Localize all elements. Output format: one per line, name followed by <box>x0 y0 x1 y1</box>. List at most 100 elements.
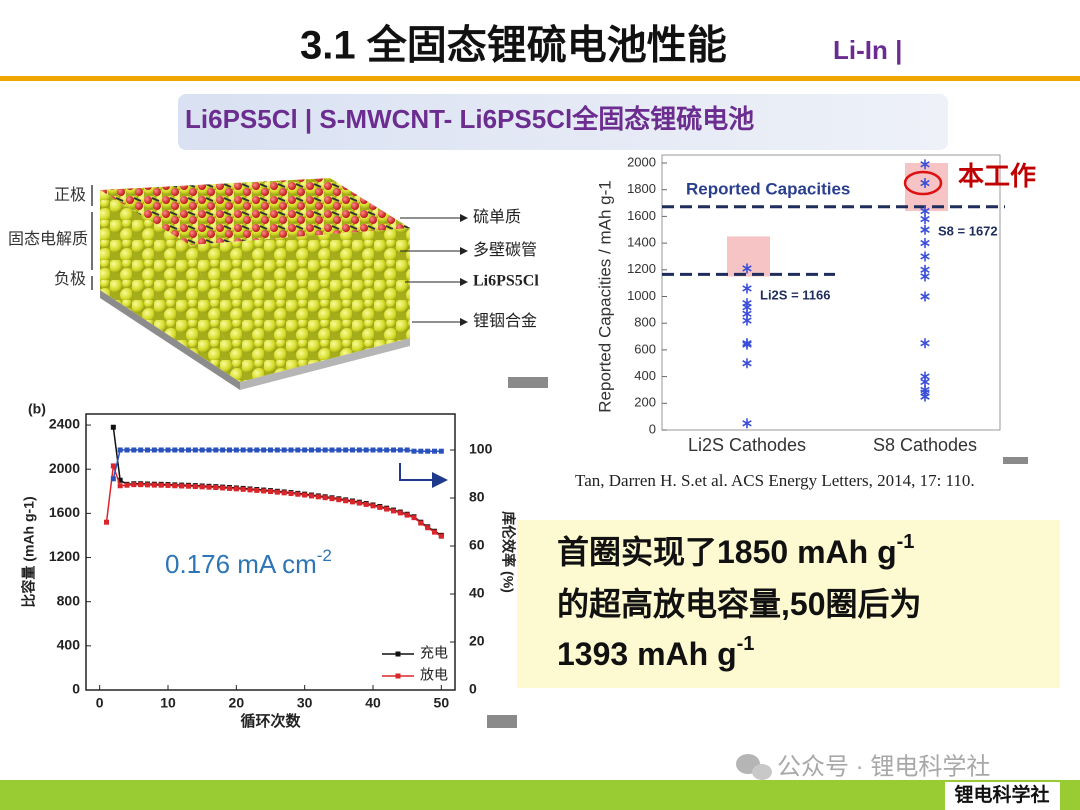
series-marker <box>145 447 150 453</box>
component-label: 硫单质 <box>473 208 521 226</box>
battery-diagram: 正极 固态电解质 负极 硫单质 多壁碳管 Li6PS5Cl 锂铟合金 <box>8 178 539 390</box>
series-marker <box>165 447 171 453</box>
series-marker <box>350 447 355 453</box>
slab-left <box>100 190 240 382</box>
y2-tick-label: 0 <box>469 681 477 697</box>
series-marker <box>186 447 191 453</box>
annotation: 0.176 mA cm-2 <box>165 546 332 578</box>
series-marker <box>343 498 349 504</box>
series-marker <box>172 483 178 489</box>
layer-label: 负极 <box>54 270 86 288</box>
y-tick-label: 1200 <box>49 548 80 564</box>
point <box>742 418 752 429</box>
series-marker <box>192 447 198 453</box>
point-stroke <box>742 303 752 311</box>
series-marker <box>411 515 417 521</box>
annotation-text: 0.176 mA cm <box>165 549 317 579</box>
y-tick-label: 2400 <box>49 416 80 432</box>
series-marker <box>247 447 253 453</box>
point-stroke <box>920 293 930 300</box>
series-marker <box>377 447 383 453</box>
legend-marker <box>395 651 401 657</box>
legend-label: 充电 <box>420 645 448 661</box>
panel-label: (b) <box>28 401 46 417</box>
shaded-range <box>905 163 948 212</box>
legend-marker <box>395 673 401 679</box>
series-marker <box>117 483 123 489</box>
subtitle-box <box>178 94 948 150</box>
series-marker <box>199 447 205 453</box>
series-marker <box>404 447 410 453</box>
series-marker <box>110 424 116 430</box>
series-marker <box>274 447 280 453</box>
title-rule <box>0 76 1080 81</box>
series-marker <box>309 493 314 499</box>
slab-front <box>190 228 410 382</box>
series-marker <box>302 492 308 498</box>
series-marker <box>281 447 287 453</box>
y-tick-label: 0 <box>72 681 80 697</box>
series-marker <box>268 489 273 495</box>
series-marker <box>432 448 437 454</box>
series-marker <box>158 447 164 453</box>
point <box>920 224 930 235</box>
series-marker <box>254 447 260 453</box>
series-marker <box>309 447 314 453</box>
series-marker <box>377 504 383 510</box>
plot-frame <box>85 413 456 691</box>
highlight-label: 本工作 <box>958 161 1036 191</box>
y-axis-label: Reported Capacities / mAh g-1 <box>595 180 614 412</box>
series-marker <box>172 447 178 453</box>
point-stroke <box>742 285 752 292</box>
point <box>920 251 930 262</box>
point-stroke <box>920 373 930 380</box>
y-tick-label: 1600 <box>627 208 656 223</box>
point-stroke <box>742 317 752 324</box>
series-marker <box>179 447 185 453</box>
y-tick-label: 400 <box>634 368 656 383</box>
series-marker <box>363 501 369 507</box>
series-marker <box>179 483 185 489</box>
point <box>742 339 752 350</box>
series-marker <box>350 499 355 505</box>
highlight-sup: -1 <box>897 531 915 553</box>
series-marker <box>220 447 226 453</box>
point <box>920 338 930 349</box>
plot-frame <box>661 154 1001 431</box>
series-marker <box>138 482 144 488</box>
x-tick-label: 30 <box>297 695 313 711</box>
placeholder-bar <box>508 377 548 388</box>
box-title: Reported Capacities <box>686 179 850 198</box>
y-tick-label: 800 <box>57 592 81 608</box>
shaded-range <box>727 236 770 277</box>
highlight-line: 的超高放电容量,50圈后为 <box>557 586 922 622</box>
series-marker <box>432 529 437 535</box>
highlight-line: 1393 mAh g-1 <box>557 633 754 672</box>
series-marker <box>418 448 424 454</box>
point-stroke <box>920 273 930 280</box>
y2-tick-label: 100 <box>469 441 493 457</box>
series-marker <box>213 447 219 453</box>
component-label: 多壁碳管 <box>473 240 537 259</box>
series-marker <box>186 483 191 489</box>
series-marker <box>247 487 253 493</box>
series-marker <box>165 482 171 488</box>
series-marker <box>329 496 335 502</box>
series-marker <box>411 448 417 454</box>
series-marker <box>240 447 246 453</box>
series-marker <box>384 506 390 512</box>
highlight-sup: -1 <box>737 633 755 655</box>
point <box>920 214 930 225</box>
x-tick-label: 0 <box>96 695 104 711</box>
point-stroke <box>920 215 930 223</box>
series-marker <box>288 490 294 496</box>
point-stroke <box>742 341 752 348</box>
point-stroke <box>920 161 930 168</box>
point <box>920 391 930 402</box>
series-marker <box>104 519 109 525</box>
component-label: Li6PS5Cl <box>473 273 539 290</box>
point <box>742 263 752 274</box>
alloy-front <box>240 338 410 390</box>
point <box>920 291 930 302</box>
